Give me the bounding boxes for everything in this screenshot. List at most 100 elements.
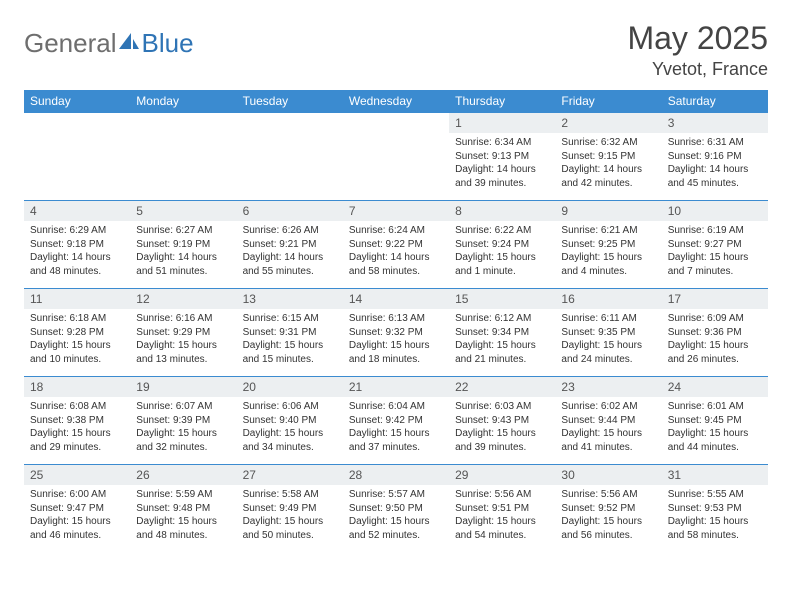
logo-text-general: General <box>24 28 117 59</box>
day-details: Sunrise: 5:56 AMSunset: 9:51 PMDaylight:… <box>449 485 555 546</box>
calendar-day-cell: 14Sunrise: 6:13 AMSunset: 9:32 PMDayligh… <box>343 289 449 377</box>
weekday-header-row: Sunday Monday Tuesday Wednesday Thursday… <box>24 90 768 113</box>
calendar-week-row: 25Sunrise: 6:00 AMSunset: 9:47 PMDayligh… <box>24 465 768 553</box>
calendar-table: Sunday Monday Tuesday Wednesday Thursday… <box>24 90 768 553</box>
calendar-week-row: 11Sunrise: 6:18 AMSunset: 9:28 PMDayligh… <box>24 289 768 377</box>
day-details: Sunrise: 6:07 AMSunset: 9:39 PMDaylight:… <box>130 397 236 458</box>
day-details: Sunrise: 6:02 AMSunset: 9:44 PMDaylight:… <box>555 397 661 458</box>
day-details: Sunrise: 6:31 AMSunset: 9:16 PMDaylight:… <box>662 133 768 194</box>
day-number: 6 <box>237 201 343 221</box>
calendar-day-cell: 13Sunrise: 6:15 AMSunset: 9:31 PMDayligh… <box>237 289 343 377</box>
day-details: Sunrise: 6:04 AMSunset: 9:42 PMDaylight:… <box>343 397 449 458</box>
calendar-day-cell: 15Sunrise: 6:12 AMSunset: 9:34 PMDayligh… <box>449 289 555 377</box>
calendar-day-cell: 11Sunrise: 6:18 AMSunset: 9:28 PMDayligh… <box>24 289 130 377</box>
calendar-day-cell: 2Sunrise: 6:32 AMSunset: 9:15 PMDaylight… <box>555 113 661 201</box>
calendar-week-row: 1Sunrise: 6:34 AMSunset: 9:13 PMDaylight… <box>24 113 768 201</box>
day-details: Sunrise: 6:06 AMSunset: 9:40 PMDaylight:… <box>237 397 343 458</box>
day-number: 9 <box>555 201 661 221</box>
calendar-day-cell: 31Sunrise: 5:55 AMSunset: 9:53 PMDayligh… <box>662 465 768 553</box>
calendar-day-cell: 19Sunrise: 6:07 AMSunset: 9:39 PMDayligh… <box>130 377 236 465</box>
day-details: Sunrise: 6:34 AMSunset: 9:13 PMDaylight:… <box>449 133 555 194</box>
day-number: 29 <box>449 465 555 485</box>
day-number: 5 <box>130 201 236 221</box>
day-details: Sunrise: 6:16 AMSunset: 9:29 PMDaylight:… <box>130 309 236 370</box>
day-number: 18 <box>24 377 130 397</box>
day-number: 28 <box>343 465 449 485</box>
logo-sail-icon <box>118 31 140 56</box>
day-number: 13 <box>237 289 343 309</box>
day-details: Sunrise: 6:26 AMSunset: 9:21 PMDaylight:… <box>237 221 343 282</box>
day-details: Sunrise: 5:58 AMSunset: 9:49 PMDaylight:… <box>237 485 343 546</box>
day-number: 24 <box>662 377 768 397</box>
month-title: May 2025 <box>627 20 768 57</box>
calendar-day-cell: 24Sunrise: 6:01 AMSunset: 9:45 PMDayligh… <box>662 377 768 465</box>
calendar-day-cell: 26Sunrise: 5:59 AMSunset: 9:48 PMDayligh… <box>130 465 236 553</box>
day-details: Sunrise: 5:59 AMSunset: 9:48 PMDaylight:… <box>130 485 236 546</box>
day-details: Sunrise: 5:56 AMSunset: 9:52 PMDaylight:… <box>555 485 661 546</box>
day-number: 23 <box>555 377 661 397</box>
calendar-day-cell: 4Sunrise: 6:29 AMSunset: 9:18 PMDaylight… <box>24 201 130 289</box>
weekday-header: Saturday <box>662 90 768 113</box>
calendar-day-cell: 6Sunrise: 6:26 AMSunset: 9:21 PMDaylight… <box>237 201 343 289</box>
calendar-day-cell: 9Sunrise: 6:21 AMSunset: 9:25 PMDaylight… <box>555 201 661 289</box>
calendar-day-cell: 21Sunrise: 6:04 AMSunset: 9:42 PMDayligh… <box>343 377 449 465</box>
day-number: 26 <box>130 465 236 485</box>
header: General Blue May 2025 Yvetot, France <box>24 20 768 80</box>
day-number: 27 <box>237 465 343 485</box>
calendar-day-cell <box>343 113 449 201</box>
weekday-header: Sunday <box>24 90 130 113</box>
calendar-day-cell: 25Sunrise: 6:00 AMSunset: 9:47 PMDayligh… <box>24 465 130 553</box>
day-number: 4 <box>24 201 130 221</box>
day-number: 1 <box>449 113 555 133</box>
calendar-day-cell <box>24 113 130 201</box>
day-details: Sunrise: 6:13 AMSunset: 9:32 PMDaylight:… <box>343 309 449 370</box>
calendar-day-cell: 16Sunrise: 6:11 AMSunset: 9:35 PMDayligh… <box>555 289 661 377</box>
day-details: Sunrise: 6:21 AMSunset: 9:25 PMDaylight:… <box>555 221 661 282</box>
day-number: 2 <box>555 113 661 133</box>
calendar-week-row: 18Sunrise: 6:08 AMSunset: 9:38 PMDayligh… <box>24 377 768 465</box>
day-number: 15 <box>449 289 555 309</box>
calendar-day-cell: 28Sunrise: 5:57 AMSunset: 9:50 PMDayligh… <box>343 465 449 553</box>
day-details: Sunrise: 5:57 AMSunset: 9:50 PMDaylight:… <box>343 485 449 546</box>
day-number: 14 <box>343 289 449 309</box>
calendar-day-cell: 3Sunrise: 6:31 AMSunset: 9:16 PMDaylight… <box>662 113 768 201</box>
day-number: 16 <box>555 289 661 309</box>
day-details: Sunrise: 6:27 AMSunset: 9:19 PMDaylight:… <box>130 221 236 282</box>
day-details: Sunrise: 6:22 AMSunset: 9:24 PMDaylight:… <box>449 221 555 282</box>
day-details: Sunrise: 6:29 AMSunset: 9:18 PMDaylight:… <box>24 221 130 282</box>
day-details: Sunrise: 6:11 AMSunset: 9:35 PMDaylight:… <box>555 309 661 370</box>
day-details: Sunrise: 5:55 AMSunset: 9:53 PMDaylight:… <box>662 485 768 546</box>
day-number: 11 <box>24 289 130 309</box>
calendar-day-cell: 30Sunrise: 5:56 AMSunset: 9:52 PMDayligh… <box>555 465 661 553</box>
calendar-week-row: 4Sunrise: 6:29 AMSunset: 9:18 PMDaylight… <box>24 201 768 289</box>
calendar-day-cell: 7Sunrise: 6:24 AMSunset: 9:22 PMDaylight… <box>343 201 449 289</box>
calendar-day-cell: 10Sunrise: 6:19 AMSunset: 9:27 PMDayligh… <box>662 201 768 289</box>
day-details: Sunrise: 6:08 AMSunset: 9:38 PMDaylight:… <box>24 397 130 458</box>
day-number: 31 <box>662 465 768 485</box>
day-details: Sunrise: 6:03 AMSunset: 9:43 PMDaylight:… <box>449 397 555 458</box>
calendar-day-cell: 27Sunrise: 5:58 AMSunset: 9:49 PMDayligh… <box>237 465 343 553</box>
day-number: 19 <box>130 377 236 397</box>
day-number: 7 <box>343 201 449 221</box>
day-number: 25 <box>24 465 130 485</box>
day-details: Sunrise: 6:19 AMSunset: 9:27 PMDaylight:… <box>662 221 768 282</box>
day-number: 3 <box>662 113 768 133</box>
day-number: 17 <box>662 289 768 309</box>
calendar-day-cell: 22Sunrise: 6:03 AMSunset: 9:43 PMDayligh… <box>449 377 555 465</box>
day-number: 12 <box>130 289 236 309</box>
weekday-header: Monday <box>130 90 236 113</box>
weekday-header: Friday <box>555 90 661 113</box>
day-details: Sunrise: 6:01 AMSunset: 9:45 PMDaylight:… <box>662 397 768 458</box>
calendar-day-cell: 23Sunrise: 6:02 AMSunset: 9:44 PMDayligh… <box>555 377 661 465</box>
day-details: Sunrise: 6:24 AMSunset: 9:22 PMDaylight:… <box>343 221 449 282</box>
calendar-day-cell <box>237 113 343 201</box>
weekday-header: Thursday <box>449 90 555 113</box>
title-block: May 2025 Yvetot, France <box>627 20 768 80</box>
calendar-day-cell: 12Sunrise: 6:16 AMSunset: 9:29 PMDayligh… <box>130 289 236 377</box>
calendar-day-cell: 1Sunrise: 6:34 AMSunset: 9:13 PMDaylight… <box>449 113 555 201</box>
logo-text-blue: Blue <box>142 28 194 59</box>
day-details: Sunrise: 6:18 AMSunset: 9:28 PMDaylight:… <box>24 309 130 370</box>
day-number: 10 <box>662 201 768 221</box>
day-number: 20 <box>237 377 343 397</box>
day-details: Sunrise: 6:09 AMSunset: 9:36 PMDaylight:… <box>662 309 768 370</box>
